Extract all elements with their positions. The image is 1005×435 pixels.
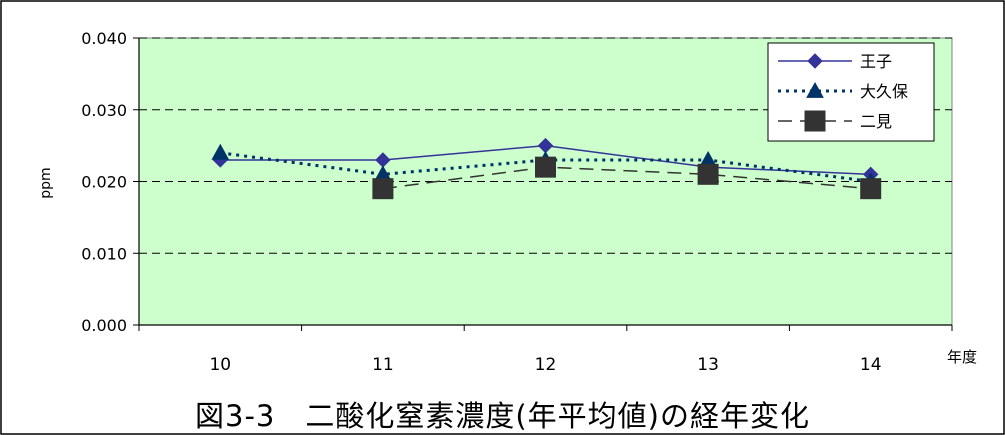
- x-tick-label: 12: [535, 355, 557, 375]
- y-tick-label: 0.030: [81, 101, 127, 120]
- x-tick-label: 10: [209, 355, 231, 375]
- y-tick-label: 0.000: [81, 316, 127, 335]
- data-point: [211, 143, 230, 160]
- series-line: [382, 166, 871, 190]
- y-tick-label: 0.020: [81, 173, 127, 192]
- data-point: [860, 178, 882, 200]
- x-tick-label: 14: [860, 355, 882, 375]
- y-tick-label: 0.010: [81, 244, 127, 263]
- data-point: [697, 163, 719, 185]
- legend-marker: [806, 81, 824, 98]
- y-tick-label: 0.040: [81, 29, 127, 48]
- series-layer: [211, 137, 882, 200]
- x-tick-label: 13: [697, 355, 719, 375]
- legend-entry: 大久保: [778, 81, 908, 101]
- data-point: [535, 156, 556, 178]
- legend-label: 王子: [860, 52, 892, 71]
- legend-label: 二見: [860, 112, 892, 131]
- tick-labels: 0.000 0.010 0.020 0.030 0.040 10 11 12 13 14: [81, 29, 881, 375]
- legend-entry: 王子: [778, 52, 892, 71]
- x-tick-label: 11: [372, 355, 394, 375]
- y-axis-label: ppm: [38, 167, 54, 198]
- legend-entry: 二見: [778, 110, 892, 132]
- legend-marker: [807, 53, 823, 69]
- series-line: [220, 151, 871, 183]
- series-3: [372, 156, 882, 200]
- data-point: [372, 178, 394, 200]
- chart-title: 図3-3 二酸化窒素濃度(年平均値)の経年変化: [195, 399, 810, 433]
- legend-label: 大久保: [860, 82, 908, 101]
- axes: [133, 37, 953, 331]
- legend-marker: [804, 110, 826, 132]
- x-axis-label: 年度: [947, 348, 977, 366]
